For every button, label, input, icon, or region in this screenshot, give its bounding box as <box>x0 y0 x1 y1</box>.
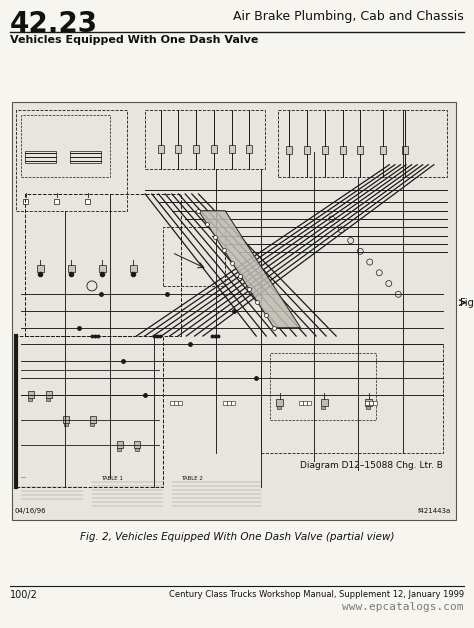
Bar <box>380 146 385 154</box>
Bar <box>135 448 139 451</box>
Bar <box>70 151 101 163</box>
Text: www.epcatalogs.com: www.epcatalogs.com <box>343 602 464 612</box>
Text: 42.23: 42.23 <box>10 10 98 38</box>
Bar <box>25 194 181 336</box>
Bar <box>163 227 225 286</box>
Text: TABLE 2: TABLE 2 <box>181 475 202 480</box>
Bar <box>366 406 370 409</box>
Bar <box>90 416 96 423</box>
Bar <box>174 401 178 405</box>
Bar <box>23 199 28 204</box>
Bar <box>286 146 292 154</box>
Bar <box>117 441 123 448</box>
Bar <box>130 265 137 272</box>
Bar <box>369 401 373 405</box>
Bar <box>304 146 310 154</box>
Bar <box>321 399 328 406</box>
Text: 04/16/96: 04/16/96 <box>14 507 46 514</box>
Bar <box>64 423 68 426</box>
Bar <box>227 401 231 405</box>
Bar <box>175 145 181 153</box>
Text: ---: --- <box>21 475 27 480</box>
Bar <box>46 391 52 398</box>
Text: Air Brake Plumbing, Cab and Chassis: Air Brake Plumbing, Cab and Chassis <box>233 10 464 23</box>
Bar <box>64 416 69 423</box>
Text: 100/2: 100/2 <box>10 590 38 600</box>
Bar <box>365 399 372 406</box>
Bar <box>46 398 50 401</box>
Bar <box>322 146 328 154</box>
Bar <box>299 401 302 405</box>
Bar <box>223 401 227 405</box>
Bar <box>402 146 408 154</box>
Bar <box>117 448 121 451</box>
Bar <box>145 111 265 169</box>
Bar <box>134 441 140 448</box>
Bar <box>178 401 182 405</box>
Bar <box>85 199 91 204</box>
Bar <box>157 145 164 153</box>
Bar <box>321 406 325 409</box>
Bar <box>277 406 281 409</box>
Bar <box>228 145 235 153</box>
Bar <box>307 401 310 405</box>
Bar <box>270 353 376 420</box>
Bar <box>25 151 56 163</box>
Bar <box>302 401 307 405</box>
Bar <box>261 344 443 453</box>
Bar <box>12 102 456 520</box>
Bar <box>36 265 44 272</box>
Bar <box>278 111 447 177</box>
Bar <box>193 145 199 153</box>
Bar <box>55 199 59 204</box>
Text: Fig. 2, Vehicles Equipped With One Dash Valve (partial view): Fig. 2, Vehicles Equipped With One Dash … <box>80 532 394 542</box>
Bar <box>170 401 174 405</box>
Polygon shape <box>199 210 301 328</box>
Bar <box>68 265 75 272</box>
Bar <box>373 401 377 405</box>
Bar <box>17 111 128 210</box>
Text: Vehicles Equipped With One Dash Valve: Vehicles Equipped With One Dash Valve <box>10 35 258 45</box>
Text: TABLE 1: TABLE 1 <box>101 475 123 480</box>
Bar <box>28 398 32 401</box>
Text: Century Class Trucks Workshop Manual, Supplement 12, January 1999: Century Class Trucks Workshop Manual, Su… <box>169 590 464 599</box>
Bar <box>211 145 217 153</box>
Bar <box>276 399 283 406</box>
Bar <box>28 391 34 398</box>
Bar <box>357 146 363 154</box>
Bar <box>365 401 369 405</box>
Bar <box>17 336 163 487</box>
Text: f421443a: f421443a <box>419 507 452 514</box>
Text: Fig. 3: Fig. 3 <box>460 298 474 308</box>
Bar <box>99 265 106 272</box>
Bar <box>91 423 94 426</box>
Text: Diagram D12–15088 Chg. Ltr. B: Diagram D12–15088 Chg. Ltr. B <box>300 461 443 470</box>
Bar <box>246 145 252 153</box>
Bar <box>231 401 235 405</box>
Bar <box>339 146 346 154</box>
Bar <box>21 114 109 177</box>
